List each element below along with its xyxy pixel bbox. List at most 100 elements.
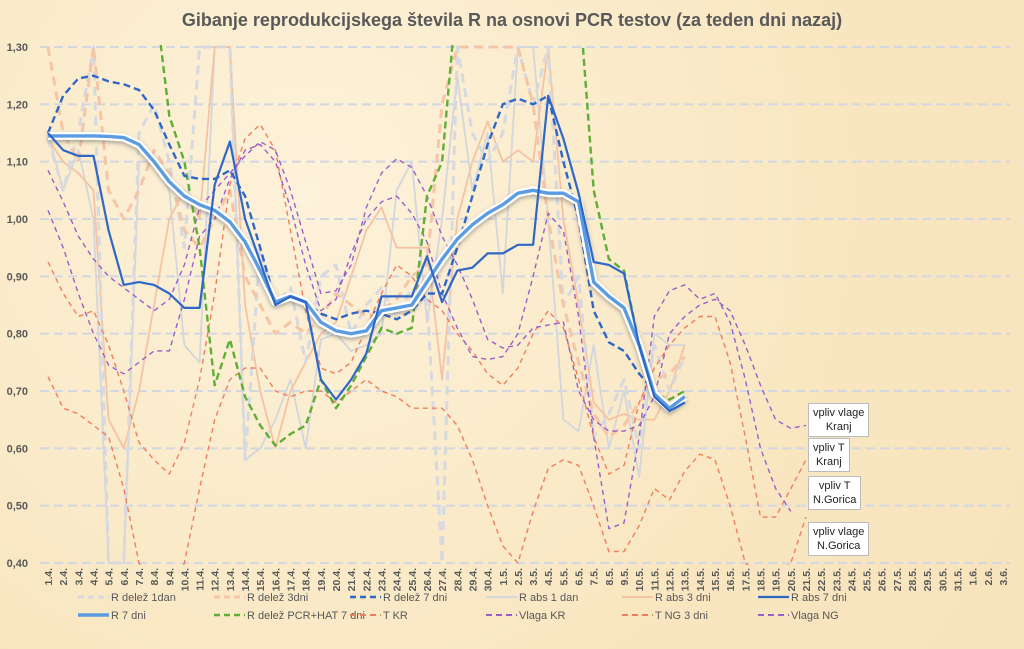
- legend-label: R abs 1 dan: [519, 592, 578, 604]
- x-tick-label: 5.4.: [104, 568, 116, 586]
- annotation-humidity-ngorica: vpliv vlage N.Gorica: [808, 522, 870, 556]
- annotation-humidity-kranj: vpliv vlage Kranj: [808, 403, 870, 437]
- x-tick-label: 29.5.: [922, 568, 934, 591]
- x-tick-label: 2.4.: [58, 568, 70, 586]
- x-tick-label: 23.4.: [376, 568, 388, 591]
- x-tick-label: 15.4.: [255, 568, 267, 591]
- x-tick-label: 15.5.: [710, 568, 722, 591]
- x-tick-label: 18.4.: [301, 568, 313, 591]
- x-tick-label: 6.4.: [119, 568, 131, 586]
- series-line-r-abs-7-dni: [47, 94, 686, 413]
- x-tick-label: 25.5.: [862, 568, 874, 591]
- x-tick-label: 17.5.: [740, 568, 752, 591]
- x-tick-label: 3.6.: [998, 568, 1010, 586]
- x-tick-label: 11.4.: [195, 568, 207, 591]
- y-tick-label: 1,30: [7, 42, 28, 54]
- x-tick-label: 30.4.: [483, 568, 495, 591]
- x-tick-label: 14.5.: [695, 568, 707, 591]
- legend-label: T KR: [383, 610, 408, 622]
- annotation-temperature-ngorica: vpliv T N.Gorica: [808, 476, 862, 510]
- x-tick-label: 2.6.: [983, 568, 995, 586]
- legend-label: R delež PCR+HAT 7 dni: [247, 610, 365, 622]
- x-tick-label: 9.5.: [619, 568, 631, 586]
- annotation-temperature-kranj: vpliv T Kranj: [808, 438, 850, 472]
- x-tick-label: 13.4.: [225, 568, 237, 591]
- y-tick-label: 0,80: [7, 329, 28, 341]
- series-line-r-dele-1dan: [46, 45, 687, 565]
- y-tick-label: 1,10: [7, 157, 28, 169]
- legend-label: R delež 3dni: [247, 592, 308, 604]
- x-tick-label: 7.5.: [589, 568, 601, 586]
- y-tick-label: 0,40: [7, 558, 28, 570]
- x-tick-label: 8.5.: [604, 568, 616, 586]
- x-tick-label: 14.4.: [240, 568, 252, 591]
- x-tick-label: 26.4.: [422, 568, 434, 591]
- x-tick-label: 28.5.: [907, 568, 919, 591]
- series-line-r-dele-3dni: [46, 45, 686, 439]
- x-tick-label: 31.5.: [953, 568, 965, 591]
- series-line-r-abs-3-dni: [47, 46, 686, 450]
- x-tick-label: 25.4.: [407, 568, 419, 591]
- x-tick-label: 8.4.: [149, 568, 161, 586]
- x-tick-label: 21.4.: [346, 568, 358, 591]
- x-tick-label: 17.4.: [286, 568, 298, 591]
- x-tick-label: 10.5.: [634, 568, 646, 591]
- x-tick-label: 22.5.: [816, 568, 828, 591]
- x-tick-label: 12.4.: [210, 568, 222, 591]
- legend-label: R delež 1dan: [111, 592, 176, 604]
- x-tick-label: 13.5.: [680, 568, 692, 591]
- x-tick-label: 7.4.: [134, 568, 146, 586]
- x-tick-label: 21.5.: [801, 568, 813, 591]
- x-tick-label: 29.4.: [467, 568, 479, 591]
- x-tick-label: 12.5.: [665, 568, 677, 591]
- x-tick-label: 20.5.: [786, 568, 798, 591]
- x-tick-label: 20.4.: [331, 568, 343, 591]
- x-tick-label: 2.5.: [513, 568, 525, 586]
- legend-label: R abs 3 dni: [655, 592, 711, 604]
- x-tick-label: 16.5.: [725, 568, 737, 591]
- x-tick-label: 19.4.: [316, 568, 328, 591]
- x-tick-label: 5.5.: [558, 568, 570, 586]
- x-tick-label: 4.5.: [543, 568, 555, 586]
- x-tick-label: 11.5.: [649, 568, 661, 591]
- x-tick-label: 10.4.: [179, 568, 191, 591]
- x-tick-label: 27.4.: [437, 568, 449, 591]
- series-line-r-dele-pcr-hat-7-dni: [159, 45, 686, 447]
- legend-label: Vlaga KR: [519, 610, 566, 622]
- x-tick-label: 3.4.: [73, 568, 85, 586]
- x-tick-label: 22.4.: [361, 568, 373, 591]
- series-line-r-7-dni: [48, 134, 686, 410]
- x-tick-label: 24.4.: [392, 568, 404, 591]
- y-tick-label: 0,70: [7, 386, 28, 398]
- x-tick-label: 30.5.: [937, 568, 949, 591]
- x-tick-label: 24.5.: [846, 568, 858, 591]
- series-line-t-kr: [47, 123, 807, 518]
- y-tick-label: 1,20: [7, 99, 28, 111]
- x-tick-label: 1.4.: [43, 568, 55, 586]
- x-tick-label: 18.5.: [755, 568, 767, 591]
- y-tick-label: 0,50: [7, 501, 28, 513]
- series-line-t-ng-3-dni: [47, 367, 807, 565]
- legend-label: R delež 7 dni: [383, 592, 447, 604]
- x-tick-label: 1.6.: [968, 568, 980, 586]
- legend-label: R 7 dni: [111, 610, 146, 622]
- x-tick-label: 6.5.: [574, 568, 586, 586]
- x-tick-label: 9.4.: [164, 568, 176, 586]
- y-tick-label: 0,90: [7, 271, 28, 283]
- legend-label: Vlaga NG: [791, 610, 839, 622]
- x-tick-label: 27.5.: [892, 568, 904, 591]
- x-tick-label: 19.5.: [771, 568, 783, 591]
- x-tick-label: 23.5.: [831, 568, 843, 591]
- y-tick-label: 1,00: [7, 214, 28, 226]
- x-tick-label: 4.4.: [88, 568, 100, 586]
- x-tick-label: 28.4.: [452, 568, 464, 591]
- x-tick-label: 1.5.: [498, 568, 510, 586]
- series-line-vlaga-ng: [47, 143, 792, 530]
- x-tick-label: 26.5.: [877, 568, 889, 591]
- y-tick-label: 0,60: [7, 443, 28, 455]
- x-tick-label: 3.5.: [528, 568, 540, 586]
- legend-label: R abs 7 dni: [791, 592, 847, 604]
- legend-label: T NG 3 dni: [655, 610, 708, 622]
- chart-title: Gibanje reprodukcijskega števila R na os…: [181, 10, 843, 30]
